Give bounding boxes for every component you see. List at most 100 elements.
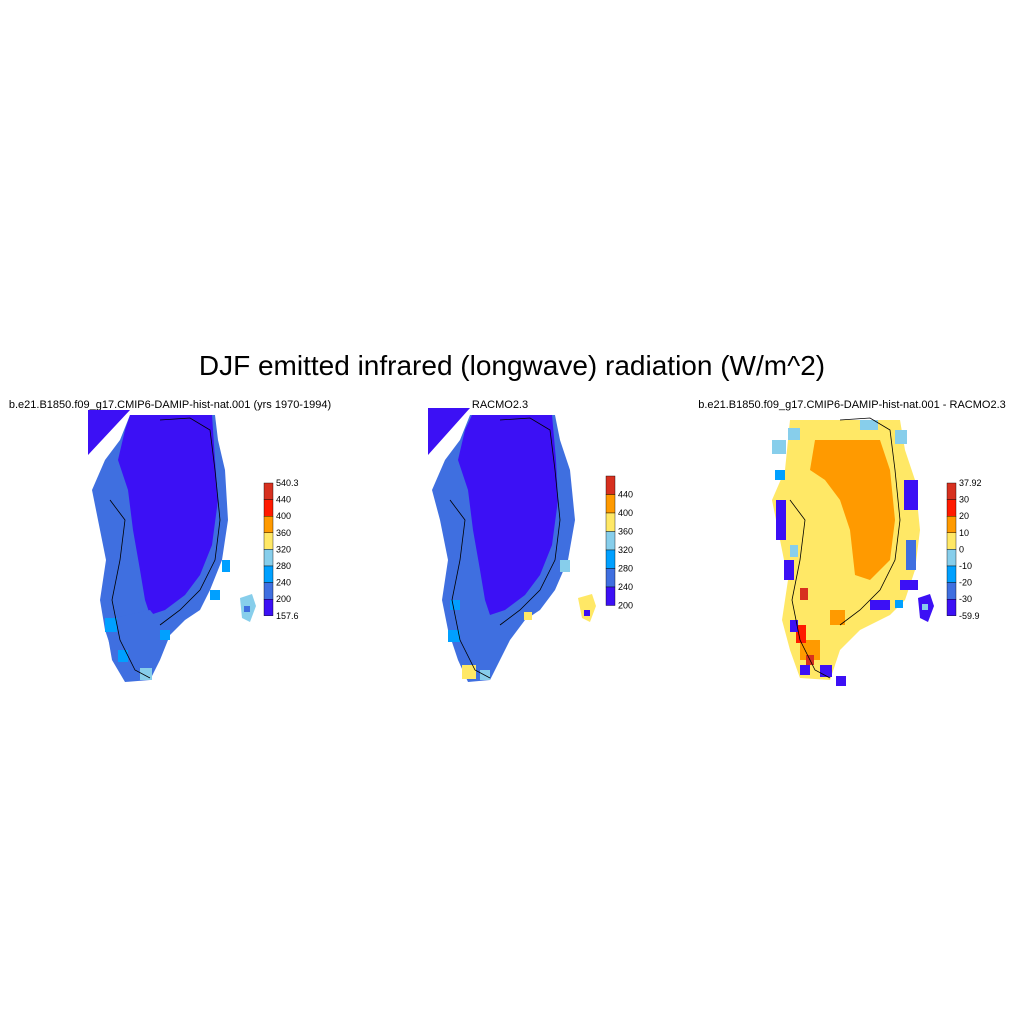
- panel-3-light-cell: [790, 545, 798, 557]
- colorbar-tick-label: 20: [959, 511, 969, 521]
- colorbar-tick-label: 240: [276, 578, 291, 588]
- colorbar-swatch: [263, 499, 274, 517]
- panel-1-interior: [118, 415, 218, 615]
- panel-2-coastal-cell: [560, 560, 570, 572]
- panel-3-orange-cell: [800, 640, 820, 660]
- panel-1-title: b.e21.B1850.f09_g17.CMIP6-DAMIP-hist-nat…: [8, 399, 332, 411]
- panel-3-light-cell: [788, 428, 800, 440]
- colorbar-tick-label: 400: [276, 511, 291, 521]
- colorbar-swatch: [263, 516, 274, 534]
- panel-2-map: [428, 408, 596, 682]
- colorbar-tick-label: 200: [276, 594, 291, 604]
- panel-3-light-cell: [895, 430, 907, 444]
- colorbar-tick-label: 10: [959, 528, 969, 538]
- panel-2-interior: [458, 415, 558, 615]
- panel-3-red-cell: [800, 588, 808, 600]
- colorbar-swatch: [946, 549, 957, 567]
- colorbar-swatch: [946, 599, 957, 617]
- colorbar-swatch: [946, 482, 957, 500]
- colorbar-tick-label: 0: [959, 544, 964, 554]
- colorbar-swatch: [605, 512, 616, 532]
- colorbar-tick-label: 360: [276, 528, 291, 538]
- colorbar-swatch: [263, 532, 274, 550]
- panel-2-coastal-cell: [524, 612, 532, 620]
- panel-3-coastal-cell: [922, 604, 928, 610]
- colorbar-tick-label: -59.9: [959, 611, 980, 621]
- colorbar-swatch: [605, 531, 616, 551]
- panel-3-orange-cell: [830, 610, 845, 625]
- colorbar-tick-label: 200: [618, 601, 633, 611]
- colorbar-tick-label: 280: [618, 564, 633, 574]
- panel-1-coastal-cell: [222, 560, 230, 572]
- panel-2-nw-region: [428, 408, 470, 455]
- panel-1-south-margin: [105, 610, 170, 682]
- colorbar-tick-label: 360: [618, 527, 633, 537]
- panel-2-coastal-cell: [450, 600, 460, 610]
- colorbar-swatch: [946, 565, 957, 583]
- colorbar-tick-label: 320: [618, 545, 633, 555]
- panel-2-colorbar: 440 400 360 320 280 240 200: [605, 475, 633, 611]
- colorbar-swatch: [605, 494, 616, 514]
- panel-3-negative-cell: [790, 620, 798, 632]
- panel-3-negative-cell: [820, 665, 832, 677]
- colorbar-swatch: [946, 499, 957, 517]
- panel-1-coastal-cell: [244, 606, 250, 612]
- panel-3-negative-cell: [784, 560, 794, 580]
- colorbar-swatch: [605, 475, 616, 495]
- colorbar-swatch: [263, 582, 274, 600]
- colorbar-tick-label: 320: [276, 544, 291, 554]
- panel-1-coastal-cell: [210, 590, 220, 600]
- panel-1-coastline: [109, 499, 151, 679]
- panel-3-coastline: [789, 499, 831, 679]
- panel-2-coastline: [499, 417, 561, 626]
- panel-2-coastal-cell: [584, 610, 590, 616]
- figure-title: DJF emitted infrared (longwave) radiatio…: [198, 350, 826, 381]
- colorbar-tick-label: 440: [618, 490, 633, 500]
- panel-3-orange-north: [810, 440, 895, 580]
- panel-3-light-cell: [895, 600, 903, 608]
- colorbar-tick-label: -30: [959, 594, 972, 604]
- colorbar-tick-label: 440: [276, 495, 291, 505]
- panel-3-negative-cell: [800, 665, 810, 675]
- colorbar-swatch: [946, 582, 957, 600]
- panel-3-negative-cell: [904, 480, 918, 510]
- panel-2-east-island: [578, 594, 596, 622]
- panel-1-coastline: [159, 417, 221, 626]
- colorbar-swatch: [605, 549, 616, 569]
- colorbar-tick-label: 540.3: [276, 478, 299, 488]
- colorbar-tick-label: -20: [959, 578, 972, 588]
- panel-1-coastal-cell: [118, 650, 128, 662]
- panel-3-negative-cell: [870, 600, 890, 610]
- colorbar-tick-label: 157.6: [276, 611, 299, 621]
- panel-3-negative-cell: [776, 500, 786, 540]
- colorbar-swatch: [946, 532, 957, 550]
- colorbar-tick-label: 30: [959, 495, 969, 505]
- panel-3-negative-cell: [906, 540, 916, 570]
- panel-1-coastal-cell: [160, 630, 170, 640]
- colorbar-tick-label: -10: [959, 561, 972, 571]
- panel-2-coastal-cell: [448, 630, 460, 642]
- panel-3-red-cell: [796, 625, 806, 643]
- colorbar-swatch: [605, 568, 616, 588]
- colorbar-tick-label: 240: [618, 582, 633, 592]
- panel-2-coastal-cell: [462, 665, 476, 679]
- panel-3-light-cell: [860, 420, 878, 430]
- colorbar-swatch: [263, 599, 274, 617]
- colorbar-tick-label: 37.92: [959, 478, 982, 488]
- panel-3-title: b.e21.B1850.f09_g17.CMIP6-DAMIP-hist-nat…: [698, 399, 1006, 411]
- panel-1-colorbar: 540.3 440 400 360 320 280 240 200 157.6: [263, 478, 299, 621]
- panel-2-title: RACMO2.3: [471, 399, 529, 411]
- panel-3-negative-cell: [836, 676, 846, 686]
- colorbar-tick-label: 400: [618, 508, 633, 518]
- colorbar-swatch: [263, 565, 274, 583]
- colorbar-swatch: [605, 586, 616, 606]
- colorbar-tick-label: 280: [276, 561, 291, 571]
- panel-3-negative-cell: [900, 580, 918, 590]
- panel-1-coastal-cell: [105, 618, 117, 632]
- panel-3-colorbar: 37.92 30 20 10 0 -10 -20 -30 -59.9: [946, 478, 982, 621]
- colorbar-swatch: [263, 482, 274, 500]
- colorbar-swatch: [263, 549, 274, 567]
- panel-1-coastal-cell: [140, 668, 152, 680]
- panel-3-light-cell: [772, 440, 786, 454]
